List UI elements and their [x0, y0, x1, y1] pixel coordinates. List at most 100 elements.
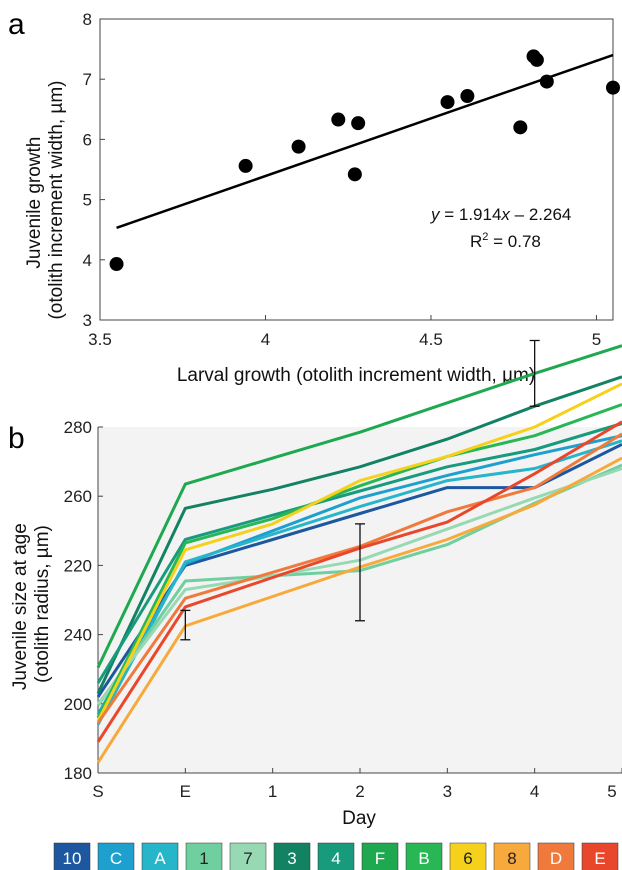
- legend-item: 3: [273, 842, 311, 870]
- panel-a-point: [513, 120, 528, 135]
- panel-a-point: [238, 158, 253, 173]
- panel-a-point: [606, 80, 620, 95]
- panel-a-point: [291, 139, 306, 154]
- panel-a-x-tick-label: 5: [592, 330, 601, 349]
- panel-b-x-axis-label: Day: [342, 808, 376, 829]
- legend-swatch: [97, 842, 135, 870]
- legend-label: 7: [243, 849, 252, 868]
- panel-a-point: [539, 74, 554, 89]
- legend-label: A: [154, 849, 166, 868]
- panel-b-y-tick-label: 280: [64, 418, 92, 437]
- panel-a-y-tick-label: 3: [83, 311, 92, 330]
- panel-a-point: [347, 167, 362, 182]
- panel-b-x-tick-label: S: [92, 782, 103, 801]
- legend-swatch: [317, 842, 355, 870]
- legend-swatch: [141, 842, 179, 870]
- r2-exponent: 2: [482, 231, 488, 243]
- legend-label: B: [418, 849, 429, 868]
- legend-item: 1: [185, 842, 223, 870]
- legend-swatch: [405, 842, 443, 870]
- panel-a-point: [351, 116, 366, 131]
- panel-b-y-tick-label: 240: [64, 626, 92, 645]
- legend-item: 4: [317, 842, 355, 870]
- panel-b-y-tick-label: 260: [64, 487, 92, 506]
- legend-swatch: [449, 842, 487, 870]
- legend-swatch: [581, 842, 619, 870]
- legend-label: F: [375, 849, 385, 868]
- r2-value: = 0.78: [488, 232, 540, 251]
- legend-item: 7: [229, 842, 267, 870]
- panel-a-point: [440, 95, 455, 110]
- panel-a-letter: a: [8, 8, 25, 41]
- panel-a-x-tick-label: 3.5: [88, 330, 112, 349]
- legend-item: C: [97, 842, 135, 870]
- panel-a-ylabel-line2: (otolith increment width, µm): [46, 80, 67, 319]
- panel-a-point: [529, 52, 544, 67]
- panel-a-point: [460, 89, 475, 104]
- legend-swatch: [273, 842, 311, 870]
- panel-b-x-tick-label: 2: [355, 782, 364, 801]
- panel-a-y-tick-label: 5: [83, 191, 92, 210]
- r2-label: R: [470, 232, 482, 251]
- legend-item: 8: [493, 842, 531, 870]
- panel-b-y-tick-label: 220: [64, 556, 92, 575]
- legend-swatch: [185, 842, 223, 870]
- panel-a-y-tick-label: 6: [83, 130, 92, 149]
- panel-b-error-bars: [180, 339, 540, 641]
- legend-label: C: [110, 849, 122, 868]
- panel-b-series-line: [96, 422, 622, 684]
- panel-a-y-tick-label: 8: [83, 10, 92, 29]
- legend-item: E: [581, 842, 619, 870]
- legend-label: 1: [199, 849, 208, 868]
- legend-item: B: [405, 842, 443, 870]
- legend-item: D: [537, 842, 575, 870]
- panel-b-error-bar: [355, 523, 365, 622]
- panel-b-series-line: [96, 382, 622, 722]
- panel-b-x-tick-label: 1: [268, 782, 277, 801]
- panel-a-point: [331, 112, 346, 127]
- panel-b-y-tick-label: 200: [64, 695, 92, 714]
- eq-slope-text: = 1.914: [440, 205, 502, 224]
- legend-label: 8: [507, 849, 516, 868]
- legend-swatch: [53, 842, 91, 870]
- legend-item: A: [141, 842, 179, 870]
- panel-b-legend: 10 C A 1 7 3 4 F B 6 8 D E: [53, 842, 619, 870]
- panel-a-x-axis-label: Larval growth (otolith increment width, …: [177, 365, 535, 386]
- panel-a-x-tick-label: 4.5: [419, 330, 443, 349]
- panel-a-point: [109, 257, 124, 272]
- eq-intercept-text: – 2.264: [510, 205, 571, 224]
- legend-swatch: [493, 842, 531, 870]
- panel-a-y-tick-label: 4: [83, 251, 92, 270]
- panel-a-equation: y = 1.914x – 2.264: [430, 205, 571, 224]
- panel-a-y-axis-label: Juvenile growth (otolith increment width…: [24, 80, 67, 319]
- panel-b-x-tick-label: 5: [607, 782, 616, 801]
- eq-x-var: x: [500, 205, 510, 224]
- legend-item: 6: [449, 842, 487, 870]
- panel-b-y-tick-label: 180: [64, 764, 92, 783]
- legend-label: 10: [63, 849, 82, 868]
- panel-a-regression-line: [116, 53, 614, 230]
- panel-b-series-line: [96, 403, 622, 719]
- legend-item: F: [361, 842, 399, 870]
- panel-a-fit-line-group: [116, 53, 614, 230]
- panel-a-axes: 3.5 4 4.5 5 3 4 5 6 7 8: [83, 10, 614, 349]
- panel-b-line-chart: b Juvenile size at age (otolith radius, …: [8, 339, 622, 870]
- panel-b-letter: b: [8, 422, 25, 455]
- eq-y-var: y: [430, 205, 441, 224]
- panel-a-y-tick-label: 7: [83, 70, 92, 89]
- panel-b-ylabel-line1: Juvenile size at age: [10, 523, 31, 690]
- panel-b-error-bar: [180, 609, 191, 641]
- panel-b-ylabel-line2: (otolith radius, µm): [32, 525, 53, 683]
- legend-item: 10: [53, 842, 91, 870]
- panel-b-x-tick-label: E: [180, 782, 191, 801]
- legend-label: D: [550, 849, 562, 868]
- panel-b-x-tick-label: 3: [443, 782, 452, 801]
- panel-a-r2: R2 = 0.78: [470, 231, 541, 251]
- panel-b-series-line: [96, 439, 622, 726]
- panel-b-y-axis-label: Juvenile size at age (otolith radius, µm…: [10, 518, 53, 690]
- panel-a-ylabel-line1: Juvenile growth: [24, 137, 45, 269]
- panel-a-x-tick-label: 4: [261, 330, 270, 349]
- panel-a-scatter: a Juvenile growth (otolith increment wid…: [8, 8, 620, 386]
- panel-b-error-bar: [529, 339, 540, 407]
